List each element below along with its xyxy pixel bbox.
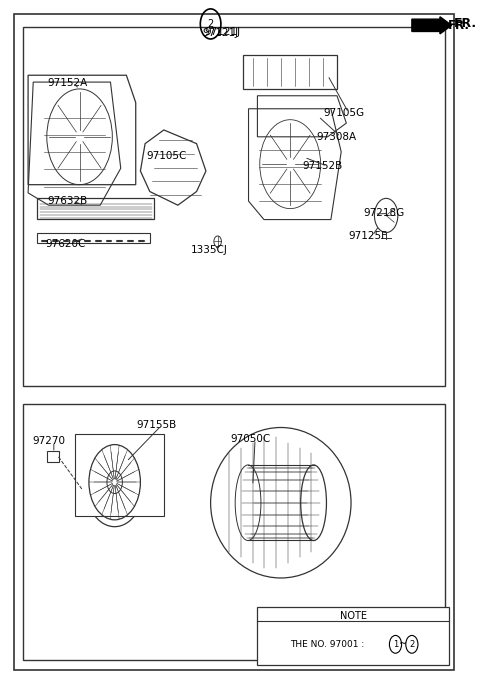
Text: 97105C: 97105C bbox=[146, 151, 186, 161]
Text: 2: 2 bbox=[409, 640, 415, 649]
FancyBboxPatch shape bbox=[75, 434, 164, 516]
FancyArrow shape bbox=[412, 17, 452, 34]
Text: 1335CJ: 1335CJ bbox=[191, 245, 228, 254]
Text: FR.: FR. bbox=[448, 18, 470, 32]
Text: 97152A: 97152A bbox=[48, 78, 88, 88]
Text: FR.: FR. bbox=[454, 17, 477, 31]
Text: 1: 1 bbox=[393, 640, 398, 649]
Text: THE NO. 97001 :: THE NO. 97001 : bbox=[290, 640, 367, 649]
Text: 97050C: 97050C bbox=[230, 434, 271, 444]
Text: 97270: 97270 bbox=[33, 436, 66, 446]
Text: 97125F: 97125F bbox=[348, 231, 387, 241]
Text: 97105G: 97105G bbox=[324, 108, 365, 118]
Text: 97121J: 97121J bbox=[202, 28, 238, 38]
Text: ~: ~ bbox=[399, 640, 408, 649]
Text: 97152B: 97152B bbox=[303, 161, 343, 171]
FancyBboxPatch shape bbox=[24, 27, 444, 386]
FancyBboxPatch shape bbox=[24, 404, 444, 660]
Text: 97218G: 97218G bbox=[363, 209, 405, 218]
Text: 97121J: 97121J bbox=[204, 27, 240, 37]
FancyBboxPatch shape bbox=[14, 14, 454, 670]
FancyBboxPatch shape bbox=[257, 607, 449, 665]
Text: 97308A: 97308A bbox=[316, 132, 356, 142]
Text: 97155B: 97155B bbox=[137, 421, 177, 430]
Text: 97620C: 97620C bbox=[45, 239, 86, 248]
Text: 2: 2 bbox=[207, 19, 214, 29]
Text: NOTE: NOTE bbox=[340, 611, 367, 620]
Text: 97632B: 97632B bbox=[48, 196, 88, 206]
